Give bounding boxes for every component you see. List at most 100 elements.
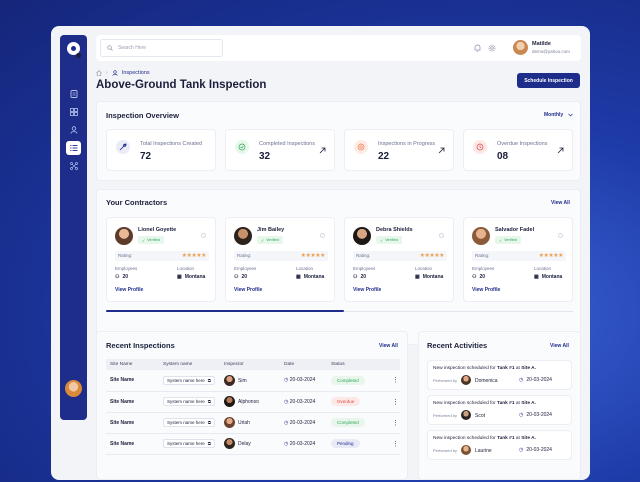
activity-item[interactable]: New inspection scheduled for Tank #1 at … <box>427 360 572 390</box>
more-options-icon[interactable] <box>201 233 206 238</box>
user-icon <box>112 70 118 76</box>
column-header[interactable]: System name <box>159 359 220 370</box>
more-vertical-icon[interactable]: ⋮ <box>392 377 399 385</box>
sidebar-item-documents[interactable] <box>68 88 79 99</box>
table-row[interactable]: Site Name System name here ⧉ Sim ◷ 20-03-… <box>106 370 400 392</box>
activity-item[interactable]: New inspection scheduled for Tank #1 at … <box>427 395 572 425</box>
activities-view-all-link[interactable]: View All <box>550 343 569 349</box>
notification-button[interactable] <box>472 43 482 53</box>
building-icon: ▦ <box>296 274 301 280</box>
system-name: System name here <box>167 377 205 383</box>
more-vertical-icon[interactable]: ⋮ <box>392 398 399 406</box>
inspections-view-all-link[interactable]: View All <box>379 343 398 349</box>
app-logo[interactable] <box>67 42 80 55</box>
stat-total-card[interactable]: Total Inspections Created 72 <box>106 129 216 171</box>
activity-tank: Tank #1 <box>497 366 515 371</box>
status-cell: Completed <box>327 370 388 392</box>
arrow-up-right-icon[interactable] <box>557 147 564 154</box>
more-vertical-icon[interactable]: ⋮ <box>392 440 399 448</box>
breadcrumb-current[interactable]: Inspections <box>121 70 150 76</box>
schedule-inspection-button[interactable]: Schedule Inspection <box>517 73 580 88</box>
sidebar-item-dashboard[interactable] <box>68 106 79 117</box>
carousel-scroll-thumb[interactable] <box>106 310 344 312</box>
avatar <box>234 227 252 245</box>
inspector-name: Delay <box>238 440 251 447</box>
stat-label: Inspections in Progress <box>378 141 436 147</box>
table-row[interactable]: Site Name System name here ⧉ Alphonso ◷ 2… <box>106 391 400 413</box>
table-row[interactable]: Site Name System name here ⧉ Delay ◷ 20-0… <box>106 433 400 455</box>
period-value: Monthly <box>544 112 564 118</box>
performed-by-label: Performed by <box>433 378 458 383</box>
system-name-chip[interactable]: System name here ⧉ <box>163 397 215 406</box>
badge-label: Verified <box>266 238 279 242</box>
search-input[interactable] <box>118 45 218 51</box>
arrow-up-right-icon[interactable] <box>319 147 326 154</box>
system-name-chip[interactable]: System name here ⧉ <box>163 439 215 448</box>
contractor-card[interactable]: Jim Bailey ✓ Verified Rating: ★★★★★ Emplo… <box>225 217 335 302</box>
sidebar-item-inspections[interactable] <box>66 141 81 155</box>
employees-value: ⚇ 20 <box>115 274 128 280</box>
view-profile-link[interactable]: View Profile <box>472 287 501 293</box>
contractor-card[interactable]: Salvador Fadel ✓ Verified Rating: ★★★★★ E… <box>463 217 573 302</box>
more-options-icon[interactable] <box>439 233 444 238</box>
sidebar-collapse-handle[interactable] <box>76 53 81 58</box>
location-name: Montana <box>184 274 206 280</box>
search-icon <box>107 45 113 51</box>
performer-name: Scot <box>475 413 486 419</box>
stat-overdue-card[interactable]: Overdue Inspections 08 <box>463 129 573 171</box>
user-name[interactable]: Matilde <box>532 41 551 47</box>
network-icon <box>69 161 78 170</box>
employees-label: Employees <box>472 266 495 271</box>
arrow-up-right-icon[interactable] <box>438 147 445 154</box>
system-name: System name here <box>167 399 205 404</box>
column-header[interactable]: Site Name <box>106 359 159 370</box>
more-options-icon[interactable] <box>558 233 563 238</box>
rating-row: Rating: ★★★★★ <box>353 251 447 261</box>
sidebar-item-network[interactable] <box>68 160 79 171</box>
contractors-view-all-link[interactable]: View All <box>551 200 570 206</box>
location-name: Montana <box>422 274 444 280</box>
column-header[interactable]: Date <box>280 359 327 370</box>
system-cell: System name here ⧉ <box>159 412 220 434</box>
table-row[interactable]: Site Name System name here ⧉ Uriah ◷ 20-0… <box>106 412 400 434</box>
employees-count: 20 <box>241 274 248 280</box>
stat-completed-card[interactable]: Completed Inspections 32 <box>225 129 335 171</box>
location-value: ▦ Montana <box>415 274 443 280</box>
settings-button[interactable] <box>487 43 497 53</box>
contractor-card[interactable]: Lionel Goyette ✓ Verified Rating: ★★★★★ E… <box>106 217 216 302</box>
sidebar-avatar[interactable] <box>65 380 82 397</box>
column-header[interactable]: Inspector <box>220 359 280 370</box>
performed-by-label: Performed by <box>433 413 458 418</box>
rating-label: Rating: <box>356 253 371 258</box>
stat-value: 72 <box>140 151 152 162</box>
building-icon: ▦ <box>415 274 420 280</box>
activity-prefix: New inspection scheduled for <box>433 401 497 406</box>
site-name: Site Name <box>106 370 159 392</box>
stat-value: 32 <box>259 151 271 162</box>
more-options-icon[interactable] <box>320 233 325 238</box>
activity-mid: at <box>514 436 522 441</box>
period-select[interactable]: Monthly <box>544 112 573 118</box>
sidebar-item-users[interactable] <box>68 124 79 135</box>
column-header[interactable]: Status <box>327 359 388 370</box>
user-avatar[interactable] <box>513 40 528 55</box>
system-name-chip[interactable]: System name here ⧉ <box>163 418 215 427</box>
more-vertical-icon[interactable]: ⋮ <box>392 419 399 427</box>
view-profile-link[interactable]: View Profile <box>353 287 382 293</box>
search-box[interactable] <box>100 39 223 57</box>
date-cell: ◷ 20-03-2024 <box>280 391 327 413</box>
performer-name: Laurine <box>475 448 492 454</box>
rating-row: Rating: ★★★★★ <box>472 251 566 261</box>
system-name-chip[interactable]: System name here ⧉ <box>163 375 215 385</box>
activity-item[interactable]: New inspection scheduled for Tank #1 at … <box>427 430 572 460</box>
stat-progress-card[interactable]: Inspections in Progress 22 <box>344 129 454 171</box>
location-name: Montana <box>541 274 563 280</box>
location-value: ▦ Montana <box>534 274 562 280</box>
view-profile-link[interactable]: View Profile <box>234 287 263 293</box>
contractor-card[interactable]: Debra Shields ✓ Verified Rating: ★★★★★ Em… <box>344 217 454 302</box>
activity-date-value: 20-03-2024 <box>526 447 552 453</box>
view-profile-link[interactable]: View Profile <box>115 287 144 293</box>
location-label: Location <box>415 266 433 271</box>
overdue-icon <box>473 140 487 154</box>
inspector-name: Uriah <box>238 419 250 426</box>
